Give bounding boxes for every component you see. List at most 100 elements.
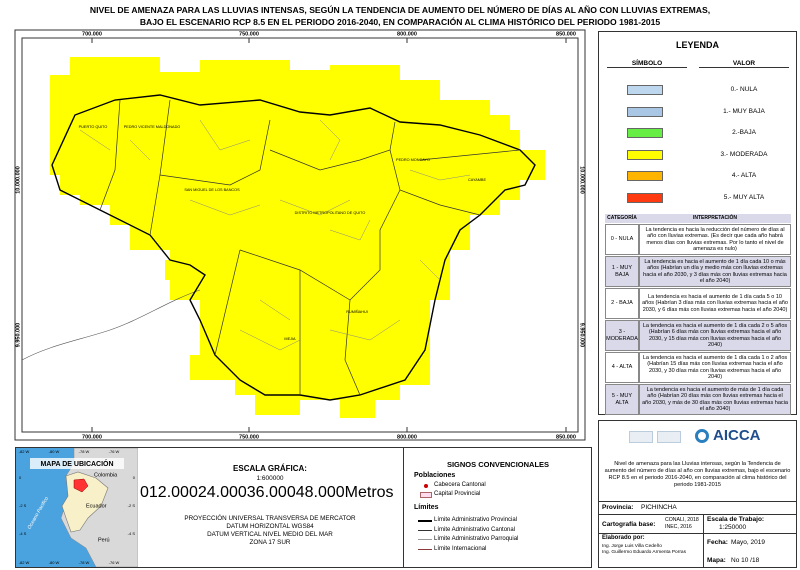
parish-limit (329, 319, 401, 341)
label: Cartografía base: (602, 521, 656, 528)
place-label: CAYAMBE (468, 178, 486, 182)
category-cell: 5 - MUY ALTA (605, 384, 639, 415)
title-line: BAJO EL ESCENARIO RCP 8.5 EN EL PERIODO … (139, 17, 661, 27)
legend-label: 1.- MUY BAJA (723, 107, 765, 115)
interpretation-cell: La tendencia es hacia el aumento de 1 dí… (639, 256, 791, 287)
cabecera-icon (424, 484, 428, 488)
interpretation-cell: La tendencia es hacia la reducción del n… (639, 224, 791, 255)
legend-label: 2.-BAJA (732, 129, 756, 136)
cantonal-limit (419, 149, 521, 161)
label: Provincia: (602, 504, 634, 511)
easting-label: 750.000 (239, 434, 259, 440)
title-bg (30, 458, 124, 469)
category-cell: 0 - NULA (605, 224, 639, 255)
sign-label: Límite Administrativo Provincial (434, 517, 518, 523)
place-label: PUERTO QUITO (79, 125, 108, 129)
cantonal-limit (214, 249, 241, 356)
title-line: NIVEL DE AMENAZA PARA LAS LLUVIAS INTENS… (89, 5, 711, 15)
easting-label: 800.000 (397, 434, 417, 440)
category-cell: 1 - MUY BAJA (605, 256, 639, 287)
interpretation-cell: La tendencia es hacia el aumento de 1 dí… (639, 352, 791, 383)
legend-label: 0.- NULA (730, 86, 758, 93)
cantonal-limit (269, 121, 396, 171)
cantonal-limit (344, 189, 401, 396)
category-cell: 3 - MODERADA (605, 320, 639, 351)
title: NIVEL DE AMENAZA PARA LAS LLUVIAS INTENS… (0, 4, 800, 28)
ecuador (61, 471, 109, 533)
value: No 10 /18 (731, 557, 760, 564)
easting-label: 850.000 (556, 434, 576, 440)
category-cell: 2 - BAJA (605, 288, 639, 319)
lon-label: -80 W (49, 560, 60, 565)
lat-label: 0 (19, 475, 22, 480)
country-label: Ecuador (86, 503, 107, 509)
cantonal-limit (159, 119, 271, 186)
easting-label: 800.000 (397, 31, 417, 37)
parish-limit (329, 219, 371, 241)
scale-unit: Metros (344, 484, 394, 501)
lat-label: -2 S (19, 503, 27, 508)
lat-label: 0 (133, 475, 136, 480)
scale-bar: 012.00024.00036.00048.000Metros (140, 484, 394, 502)
value: INEC, 2016 (665, 524, 692, 530)
sign-label: Límite Internacional (434, 545, 487, 552)
parish-limit (319, 119, 341, 161)
interpretation-cell: La tendencia es hacia el aumento de 1 dí… (639, 320, 791, 351)
row-line (599, 501, 796, 502)
place-label: SAN MIGUEL DE LOS BANCOS (184, 188, 240, 192)
legend-label: 5.- MUY ALTA (723, 193, 765, 201)
label: Elaborado por: (602, 535, 645, 541)
legend-header: SÍMBOLO (607, 60, 687, 68)
group-title: Poblaciones (414, 472, 456, 479)
lon-label: -78 W (79, 449, 90, 454)
projection-line: ZONA 17 SUR (249, 539, 291, 546)
partner-logo (657, 431, 681, 443)
parish-limit (279, 199, 351, 216)
international-limit (21, 289, 201, 361)
parish-limit (199, 119, 251, 151)
location-title: MAPA DE UBICACIÓN (40, 459, 113, 468)
location-map: MAPA DE UBICACIÓNColombiaEcuadorPerúOcea… (16, 448, 138, 567)
main-map: 700.000 700.000 750.000 750.000 800.000 800.0… (14, 29, 586, 441)
parish-limit (239, 329, 301, 351)
legend-swatch (627, 192, 663, 203)
partner-logo (629, 431, 653, 443)
place-label: PEDRO VICENTE MALDONADO (124, 125, 181, 129)
signs-panel: SIGNOS CONVENCIONALES Poblaciones Cabecera… (403, 448, 591, 567)
scale-tick-label: 48.000 (295, 484, 345, 501)
easting-label: 750.000 (239, 31, 259, 37)
scale-panel: ESCALA GRÁFICA: 1:600000 012.00024.00036.0… (140, 448, 400, 567)
lon-label: -82 W (19, 560, 30, 565)
value: Ing. Jorge Luis Villa Cedeño (602, 544, 662, 549)
northing-label: 9.950.000 (579, 323, 585, 347)
value: 1:250000 (719, 524, 747, 531)
northing-label: 9.950.000 (15, 323, 21, 347)
northing-label: 10.000.000 (15, 166, 21, 194)
aicca-logo: AICCA (713, 427, 761, 444)
lat-label: -2 S (128, 503, 136, 508)
legend-swatch (627, 106, 663, 117)
aicca-icon (695, 429, 709, 443)
sign-label: Capital Provincial (434, 491, 481, 497)
legend-swatch (627, 128, 663, 138)
sign-label: Límite Administrativo Parroquial (434, 536, 519, 542)
bottom-panel (15, 447, 592, 568)
place-label: MEJIA (284, 337, 296, 341)
parish-limit (79, 129, 111, 151)
credits-panel: AICCA Nivel de amenaza para las Lluvias i… (598, 420, 797, 568)
legend-panel: LEYENDA SÍMBOLO VALOR 0.- NULA 1.- MUY BAJA 2… (598, 31, 797, 415)
lon-label: -76 W (109, 449, 120, 454)
country-label: Colombia (94, 472, 118, 478)
interpretation-cell: La tendencia es hacia el aumento de más … (639, 384, 791, 415)
value: Ing. Guillermo Eduardo Armenta Porras (602, 550, 686, 555)
projection-line: DATUM VERTICAL NIVEL MEDIO DEL MAR (207, 531, 333, 538)
label: Fecha: (707, 539, 728, 546)
legend-swatch (627, 85, 663, 95)
lat-label: -4 S (19, 531, 27, 536)
projection-line: PROYECCIÓN UNIVERSAL TRANSVERSA DE MERCA… (184, 515, 356, 522)
sign-label: Límite Administrativo Cantonal (434, 526, 516, 533)
easting-label: 850.000 (556, 31, 576, 37)
easting-label: 700.000 (82, 31, 102, 37)
legend-swatch (627, 171, 663, 181)
